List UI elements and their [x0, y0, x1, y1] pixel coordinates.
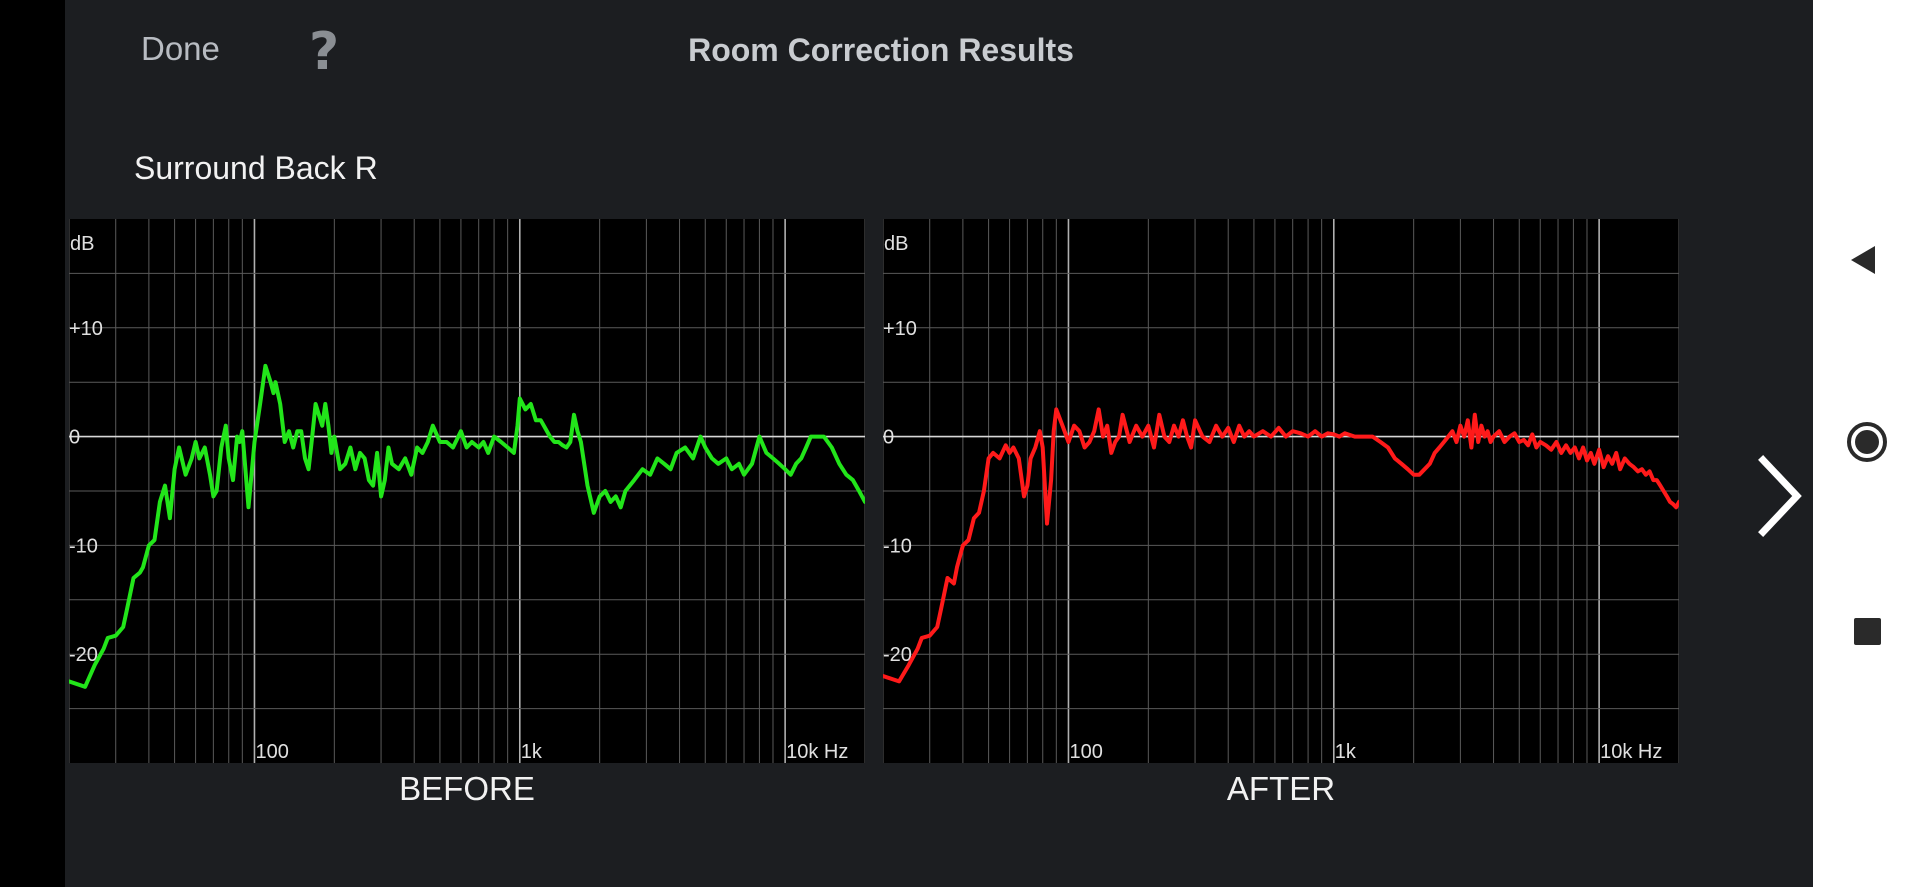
- y-axis-label: dB: [70, 233, 94, 255]
- after-chart: dB +10 0 -10 -20 100 1k 10k Hz: [883, 219, 1679, 763]
- page-title-text: Room Correction Results: [688, 32, 1074, 68]
- y-tick-label: +10: [883, 318, 917, 340]
- speaker-name: Surround Back R: [134, 150, 378, 186]
- y-tick-label: -10: [883, 535, 912, 557]
- square-recents-icon: [1854, 618, 1881, 645]
- y-tick-label: -20: [69, 644, 98, 666]
- system-recents-button[interactable]: [1845, 611, 1889, 656]
- y-axis-label: dB: [884, 233, 908, 255]
- x-tick-label: 10k Hz: [786, 741, 848, 763]
- grid: [883, 219, 1679, 763]
- x-tick-label: 10k Hz: [1600, 741, 1662, 763]
- after-caption: AFTER: [1226, 770, 1336, 807]
- x-tick-label: 1k: [1335, 741, 1357, 763]
- next-speaker-button[interactable]: [1755, 455, 1805, 542]
- system-navigation-bar: [1813, 0, 1920, 887]
- x-tick-label: 100: [255, 741, 288, 763]
- help-button[interactable]: ?: [309, 22, 340, 82]
- circle-home-icon: [1847, 422, 1887, 462]
- system-back-button[interactable]: [1845, 240, 1889, 285]
- y-tick-label: 0: [883, 427, 894, 449]
- grid: [69, 219, 865, 763]
- done-button[interactable]: Done: [141, 30, 220, 67]
- page-title: Room Correction Results: [65, 32, 1813, 69]
- after-response-line: [883, 407, 1679, 684]
- system-home-button[interactable]: [1845, 420, 1889, 469]
- before-caption: BEFORE: [399, 770, 535, 807]
- before-response-line: [69, 363, 865, 689]
- x-tick-label: 1k: [521, 741, 543, 763]
- triangle-back-icon: [1851, 246, 1875, 274]
- x-tick-label: 100: [1069, 741, 1102, 763]
- before-chart: dB +10 0 -10 -20 100 1k 10k Hz: [69, 219, 865, 763]
- top-bar: Done ? Room Correction Results: [65, 0, 1813, 103]
- chevron-right-icon: [1758, 455, 1802, 537]
- y-tick-label: -20: [883, 644, 912, 666]
- y-tick-label: -10: [69, 535, 98, 557]
- after-chart-plot: dB +10 0 -10 -20 100 1k 10k Hz: [883, 219, 1679, 763]
- y-tick-label: 0: [69, 427, 80, 449]
- y-tick-label: +10: [69, 318, 103, 340]
- before-chart-plot: dB +10 0 -10 -20 100 1k 10k Hz: [69, 219, 865, 763]
